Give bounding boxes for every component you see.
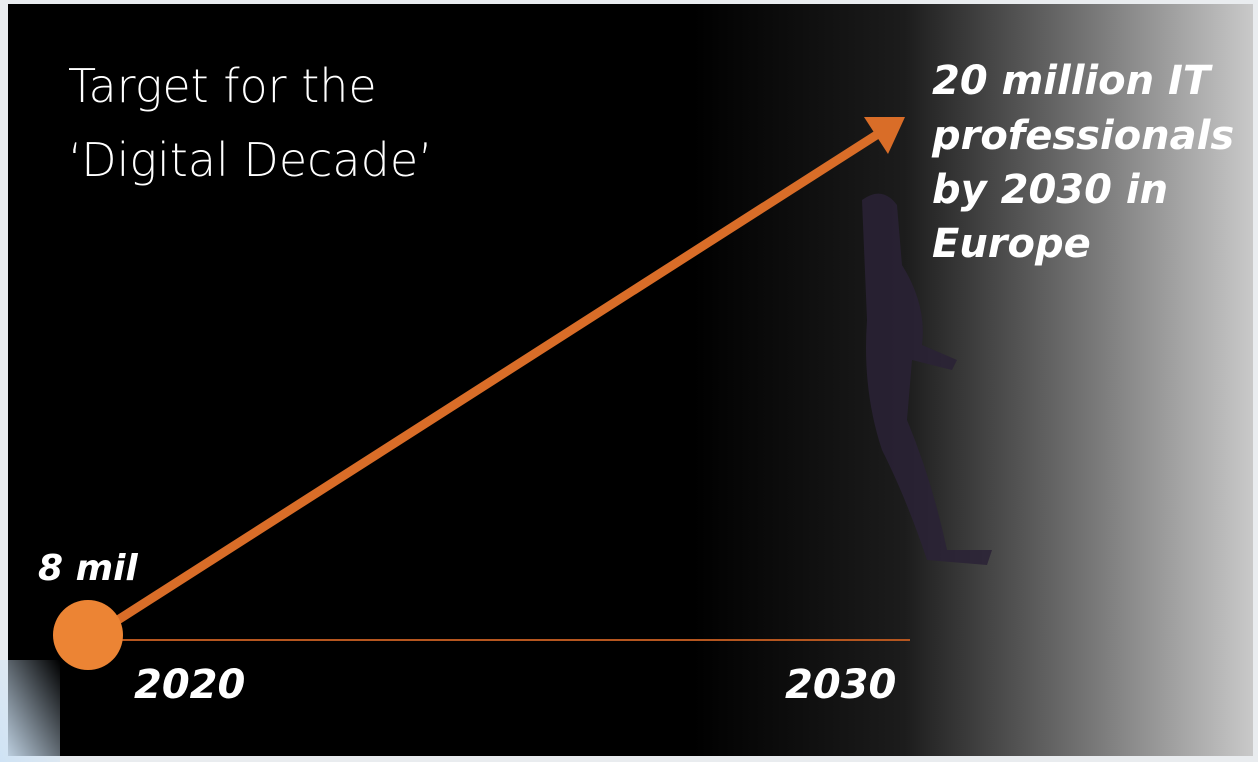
background [8, 4, 1253, 756]
target-line: by 2030 in [932, 167, 1168, 213]
start-point [53, 600, 123, 670]
target-line: professionals [931, 113, 1234, 159]
end-year: 2030 [785, 662, 896, 708]
growth-arrow [107, 130, 881, 629]
title-line: Target for the [68, 59, 377, 113]
corner-glow [0, 660, 60, 762]
target-line: Europe [932, 221, 1091, 267]
title-line: ‘Digital Decade’ [68, 133, 433, 187]
arrow-head [864, 117, 905, 154]
target-line: 20 million IT [932, 58, 1213, 104]
start-year: 2020 [134, 662, 245, 708]
start-label: 8 mil [38, 548, 138, 589]
runner-silhouette [862, 193, 992, 566]
